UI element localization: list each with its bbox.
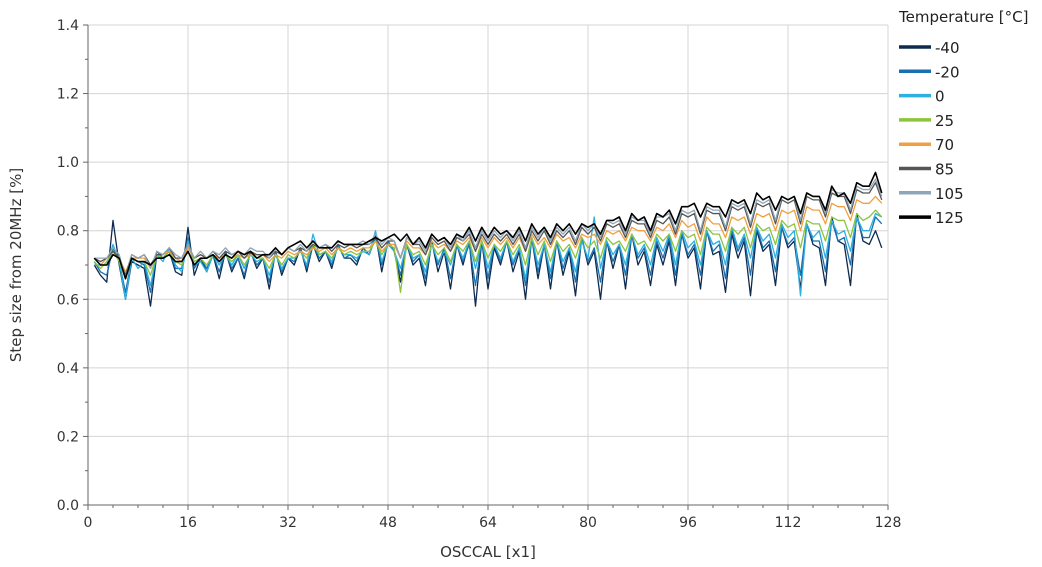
series-line-85: [93, 182, 883, 276]
x-tick-label: 128: [875, 515, 902, 531]
x-axis-title: OSCCAL [x1]: [440, 543, 536, 561]
legend-label-25: 25: [935, 112, 954, 130]
legend-label-125: 125: [935, 209, 964, 227]
legend-label-105: 105: [935, 185, 964, 203]
x-tick-label: 16: [179, 515, 197, 531]
legend: Temperature [°C] -40 -20 0 25 70 85 105 125: [898, 8, 1028, 227]
y-tick-label: 0.0: [57, 498, 79, 514]
x-tick-label: 96: [679, 515, 697, 531]
y-tick-label: 0.6: [57, 292, 79, 308]
series-lines: [93, 171, 883, 307]
x-tick-label: 112: [775, 515, 802, 531]
grid: [88, 24, 889, 505]
x-tick-label: 0: [84, 515, 93, 531]
legend-label-70: 70: [935, 136, 954, 154]
x-tick-label: 80: [579, 515, 597, 531]
legend-title: Temperature [°C]: [898, 8, 1028, 26]
tick-labels: 0 16 32 48 64 80 96 112 128 0.0 0.2 0.4 0.6 0.8 1.0 1.2…: [57, 18, 902, 531]
x-tick-label: 32: [279, 515, 297, 531]
x-tick-label: 48: [379, 515, 397, 531]
y-tick-label: 0.2: [57, 429, 79, 445]
axes: [83, 24, 889, 510]
y-tick-label: 1.0: [57, 155, 79, 171]
legend-label-85: 85: [935, 161, 954, 179]
y-axis-title: Step size from 20MHz [%]: [7, 168, 25, 362]
legend-label-0: 0: [935, 88, 945, 106]
legend-label--40: -40: [935, 39, 960, 57]
x-tick-label: 64: [479, 515, 497, 531]
y-tick-label: 1.2: [57, 87, 79, 103]
plot-area: [83, 24, 889, 510]
y-tick-label: 0.4: [57, 361, 79, 377]
series-line-125: [93, 171, 883, 280]
y-tick-label: 0.8: [57, 224, 79, 240]
series-line-105: [94, 178, 883, 280]
legend-label--20: -20: [935, 63, 960, 81]
y-tick-label: 1.4: [57, 18, 79, 34]
